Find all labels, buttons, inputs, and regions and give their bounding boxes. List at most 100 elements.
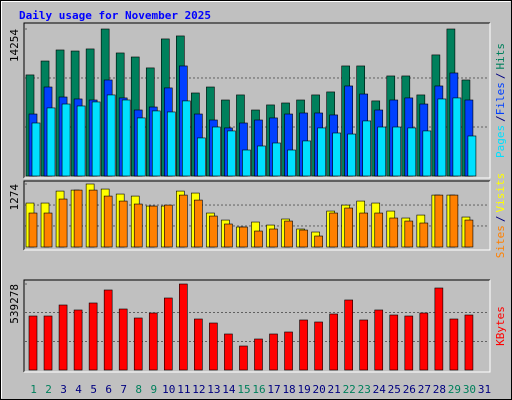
bar [118,200,128,248]
bar [374,309,384,371]
bar [148,312,158,371]
bar [299,319,308,371]
bar [464,314,474,371]
legend-entry: Hits [494,43,507,70]
bar [257,145,266,177]
bar [437,98,447,177]
panel-bevel [24,23,491,179]
bar [136,117,146,177]
bar [434,194,444,248]
bar [133,203,143,248]
x-tick-label: 9 [150,383,157,396]
bar [133,317,143,371]
x-tick-label: 29 [448,383,461,396]
bar [347,133,356,177]
bar [272,142,281,177]
x-tick-label: 6 [105,383,112,396]
bar [362,120,372,177]
y-tick-label: 1274 [8,184,21,211]
bar [374,212,384,248]
bar [163,297,173,371]
bar [434,287,444,371]
bar [239,226,248,248]
bar [31,122,41,177]
bar [179,194,188,248]
bar [467,135,477,177]
x-tick-label: 5 [90,383,97,396]
legend-entry: Files [494,82,507,115]
bar [88,302,98,371]
bar [419,312,429,371]
bar [61,103,71,177]
bar [58,304,68,371]
bar [73,309,83,371]
bar [103,289,113,371]
bar [452,97,462,177]
bar [28,315,38,371]
bar [407,127,417,177]
y-tick-label: 539278 [8,284,21,324]
x-tick-label: 16 [252,383,265,396]
bar [91,101,101,177]
bar [209,215,218,248]
bar [118,308,128,371]
bar [239,345,248,371]
legend: Pages/Files/Hits [494,43,507,158]
bar [287,149,296,177]
bar [464,219,474,248]
bar [179,283,188,371]
bar [377,126,387,177]
legend-separator: / [494,115,507,122]
bar [166,111,176,177]
bar [163,204,173,248]
bar [359,319,369,371]
x-tick-label: 19 [297,383,310,396]
x-tick-label: 27 [418,383,431,396]
bar [284,220,293,248]
bar [197,137,206,177]
x-tick-label: 4 [75,383,82,396]
bar [103,195,113,248]
panel-bevel [23,180,490,250]
x-tick-label: 10 [162,383,175,396]
legend-separator: / [494,73,507,80]
bar [389,314,399,371]
bar [194,199,203,248]
bar [121,99,131,177]
x-tick-label: 1 [30,383,37,396]
bar [254,230,263,248]
bar [242,149,251,177]
bar [73,189,83,248]
bar [404,220,414,248]
chart-title: Daily usage for November 2025 [19,9,211,22]
bar [404,315,414,371]
bar [224,333,233,371]
bar [269,333,278,371]
bar [194,318,203,371]
bar [224,223,233,248]
x-tick-label: 24 [373,383,387,396]
bar [389,217,399,248]
x-tick-label: 21 [328,383,341,396]
bar [28,212,38,248]
bar [314,235,323,248]
panel-bevel [23,279,490,372]
bar [76,105,86,177]
bar [43,315,53,371]
bar [419,222,429,248]
bar [227,130,236,177]
x-tick-label: 28 [433,383,446,396]
bar [422,130,432,177]
x-tick-label: 13 [207,383,220,396]
x-tick-label: 2 [45,383,52,396]
bar [43,212,53,248]
bar [449,194,459,248]
bar [46,107,56,177]
bar [332,132,341,177]
x-tick-label: 17 [267,383,280,396]
bar [329,212,338,248]
x-tick-label: 12 [192,383,205,396]
legend: Sites / Visits [494,173,507,259]
bar [359,212,369,248]
